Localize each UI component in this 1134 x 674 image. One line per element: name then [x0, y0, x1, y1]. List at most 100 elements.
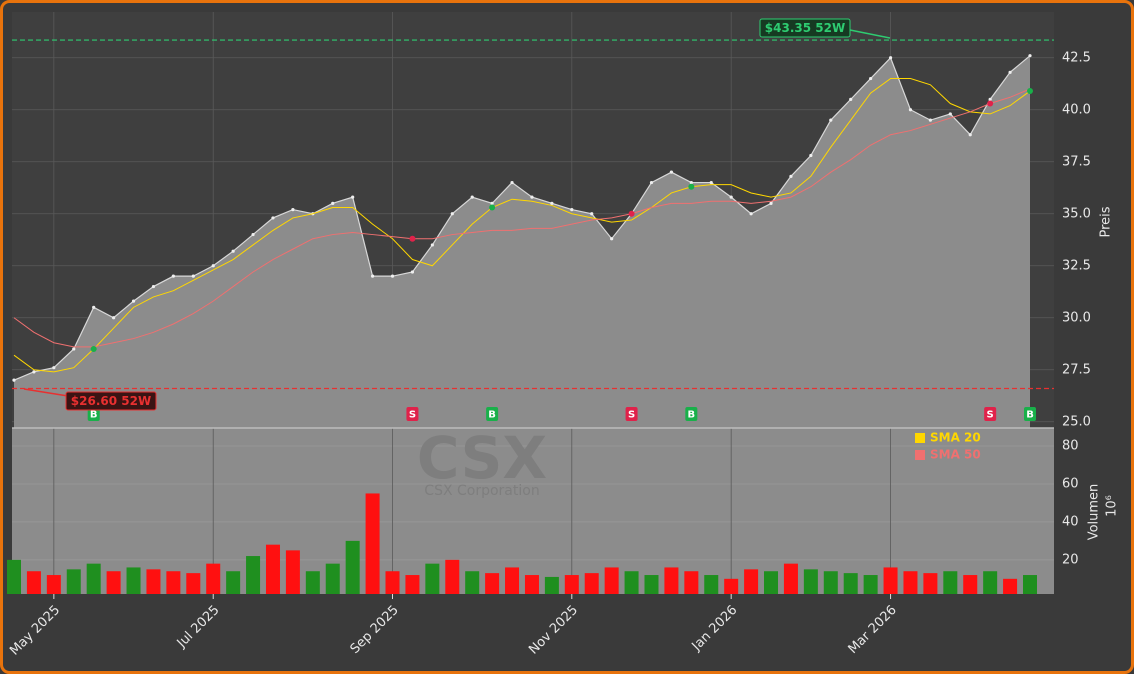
volume-bar [285, 550, 300, 594]
y-tick-label: 27.5 [1062, 362, 1091, 377]
volume-bar [744, 569, 759, 594]
volume-bar [26, 571, 41, 594]
price-point [570, 208, 574, 212]
volume-panel [12, 428, 1054, 594]
signal-dot [628, 210, 635, 217]
price-point [829, 118, 833, 122]
signal-badge [685, 407, 698, 421]
volume-bar [644, 575, 659, 594]
y2-tick-label: 40 [1062, 514, 1079, 529]
price-point [510, 180, 514, 185]
low-label: $26.60 52W [71, 394, 151, 408]
volume-bar [166, 571, 181, 594]
volume-bar [7, 559, 21, 594]
volume-bar [345, 540, 360, 594]
signal-label: S [409, 410, 416, 421]
legend-label: SMA 50 [930, 448, 981, 462]
price-point [709, 180, 713, 185]
volume-bar [664, 567, 679, 594]
price-point [749, 212, 753, 216]
high-label-box [759, 18, 851, 38]
volume-bar [903, 571, 918, 594]
volume-bar [1003, 578, 1018, 594]
sma-line [13, 78, 1031, 373]
volume-bar [126, 567, 141, 594]
volume-bar [923, 573, 938, 594]
volume-bar [465, 571, 480, 594]
volume-bar [544, 576, 559, 594]
signal-label: S [987, 410, 994, 421]
price-point [550, 201, 554, 205]
price-point [729, 195, 733, 199]
legend-label: SMA 20 [930, 431, 981, 445]
price-point [191, 274, 195, 278]
volume-bar [823, 571, 838, 594]
volume-bar [983, 571, 998, 594]
volume-bar [604, 567, 619, 594]
price-point [809, 153, 813, 158]
price-point [1008, 70, 1012, 74]
price-point [271, 216, 275, 220]
price-point [171, 274, 175, 278]
volume-bar [505, 567, 520, 594]
price-point [988, 97, 992, 101]
volume-bar [365, 493, 380, 594]
volume-bar [485, 573, 500, 594]
price-point [649, 180, 654, 185]
y2-tick-label: 20 [1062, 552, 1079, 567]
price-point [888, 56, 893, 60]
y2-tick-label: 80 [1062, 439, 1079, 454]
volume-bar [843, 573, 858, 594]
volume-bar [46, 575, 61, 594]
price-point [32, 370, 36, 374]
y-tick-label: 25.0 [1062, 414, 1091, 429]
volume-bar [684, 571, 699, 594]
price-point [72, 347, 76, 351]
signal-badge [486, 407, 499, 421]
volume-bar [883, 567, 898, 594]
y-tick-label: 37.5 [1062, 154, 1091, 169]
price-point [590, 212, 594, 216]
y2-unit: 10⁶ [1105, 495, 1120, 517]
signal-label: B [90, 410, 98, 421]
volume-bar [66, 569, 81, 594]
volume-bar [584, 573, 599, 594]
price-point [789, 174, 793, 178]
price-point [490, 201, 494, 205]
signal-label: B [1026, 410, 1034, 421]
price-point [948, 112, 952, 116]
price-point [849, 97, 853, 101]
price-point [769, 201, 773, 205]
y2-axis-label: Volumen [1087, 484, 1102, 541]
price-point [928, 118, 932, 122]
signal-label: B [488, 410, 496, 421]
price-point [351, 195, 355, 199]
volume-bar [943, 571, 958, 594]
volume-bar [186, 573, 201, 594]
volume-bar [146, 569, 161, 594]
y-tick-label: 40.0 [1062, 102, 1091, 117]
legend-swatch [915, 450, 925, 460]
price-point [450, 212, 454, 216]
signal-dot [1027, 88, 1033, 95]
signal-badge [1024, 407, 1036, 421]
signal-badge [625, 407, 638, 421]
high-label: $43.35 52W [765, 21, 845, 35]
volume-bar [524, 575, 539, 594]
y2-tick-label: 60 [1062, 476, 1079, 491]
company-watermark: CSX Corporation [424, 483, 539, 499]
signal-dot [409, 235, 416, 242]
price-point [470, 195, 474, 199]
volume-bar [305, 571, 320, 594]
price-point [869, 76, 873, 81]
y-tick-label: 30.0 [1062, 310, 1091, 325]
y-axis-label: Preis [1099, 206, 1114, 237]
y-tick-label: 32.5 [1062, 258, 1091, 273]
volume-bar [385, 571, 400, 594]
signal-dot [987, 100, 994, 107]
volume-bar [425, 563, 440, 594]
price-point [370, 274, 375, 278]
legend-swatch [915, 433, 925, 443]
price-point [530, 195, 534, 199]
